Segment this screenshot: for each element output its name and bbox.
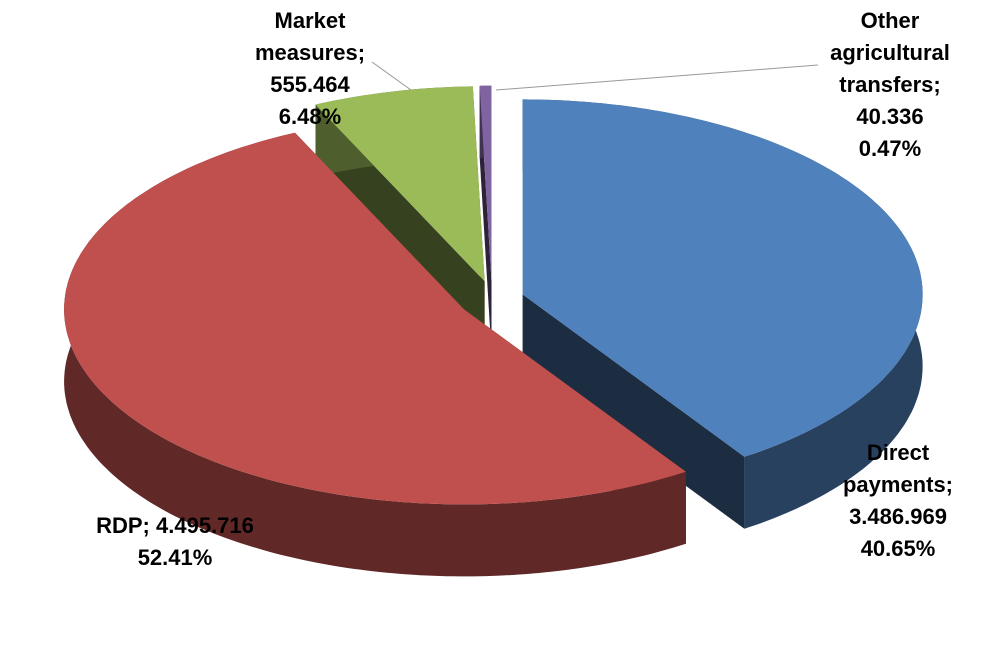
label-text: 6.48% xyxy=(278,104,342,129)
slice-side xyxy=(522,294,745,529)
label-text: Market measures; xyxy=(254,8,366,65)
label-text: 52.41% xyxy=(137,545,213,570)
label-text: 4.495.716 xyxy=(156,513,254,538)
slice xyxy=(315,86,485,282)
slice xyxy=(479,85,492,281)
slice-wall xyxy=(64,132,686,577)
label-text: Direct payments; xyxy=(842,440,954,497)
leader-line xyxy=(495,64,819,91)
label-text: Other agricultural transfers; xyxy=(830,8,950,97)
label-text: 3.486.969 xyxy=(849,504,947,529)
data-label: RDP; 4.495.716 52.41% xyxy=(55,510,295,574)
label-text: RDP; xyxy=(96,513,150,538)
slice xyxy=(522,99,923,457)
data-label: Market measures; 555.464 6.48% xyxy=(240,5,380,133)
label-text: 40.65% xyxy=(860,536,936,561)
slice xyxy=(64,132,686,505)
data-label: Direct payments; 3.486.969 40.65% xyxy=(823,437,973,565)
leader-line xyxy=(371,61,419,96)
label-text: 40.336 xyxy=(856,104,924,129)
label-text: 555.464 xyxy=(270,72,350,97)
data-label: Other agricultural transfers; 40.336 0.47… xyxy=(820,5,960,165)
label-text: 0.47% xyxy=(858,136,922,161)
